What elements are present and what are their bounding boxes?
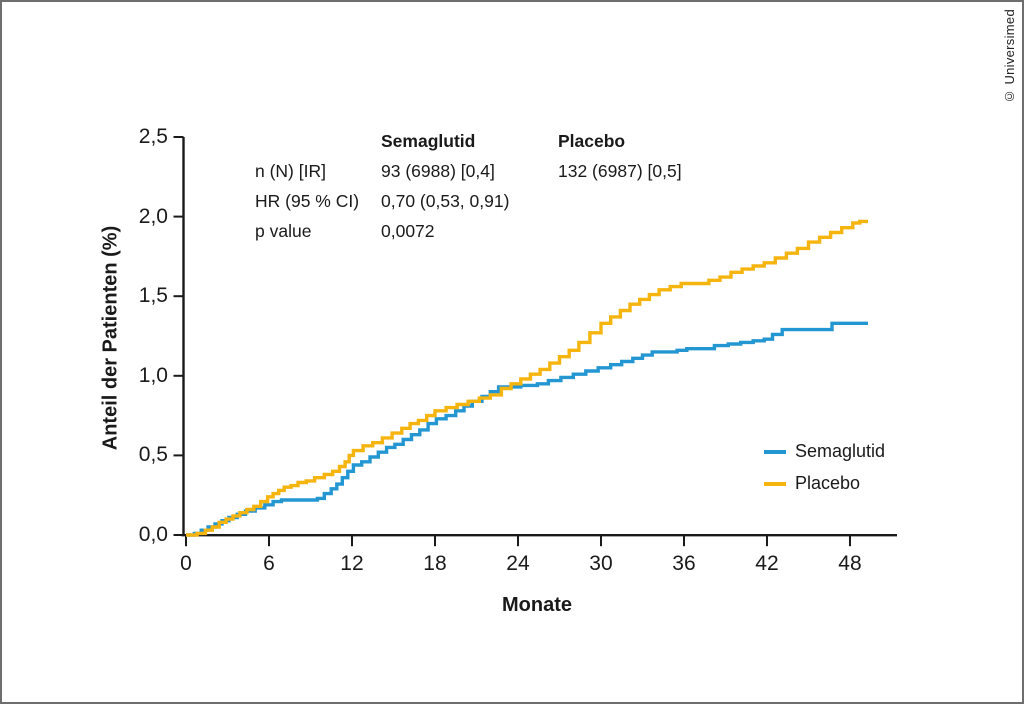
- legend-label-placebo: Placebo: [795, 473, 861, 493]
- stats-cell-empty: [255, 131, 381, 161]
- legend-item-semaglutid: Semaglutid: [764, 441, 885, 462]
- axes-lines: [181, 137, 897, 537]
- stats-value-semaglutid-nir: 93 (6988) [0,4]: [381, 161, 495, 181]
- stats-row-label: n (N) [IR]: [255, 161, 326, 181]
- stats-table: Semaglutid Placebo n (N) [IR] 93 (6988) …: [255, 131, 682, 251]
- x-tick-label: 18: [423, 552, 447, 575]
- x-axis-title: Monate: [502, 594, 572, 616]
- stats-value-placebo-pvalue: [558, 221, 682, 251]
- legend-swatch-semaglutid: [764, 449, 786, 454]
- y-tick-label: 0,0: [138, 523, 168, 546]
- y-axis-title: Anteil der Patienten (%): [99, 225, 122, 451]
- x-tick-label: 30: [589, 552, 613, 575]
- stats-value-placebo-nir: 132 (6987) [0,5]: [558, 161, 682, 181]
- y-tick-label: 2,5: [138, 125, 168, 148]
- series-curve-placebo: [186, 219, 868, 537]
- legend-label-semaglutid: Semaglutid: [795, 441, 886, 461]
- x-tick-label: 12: [340, 552, 364, 575]
- stats-value-hr: 0,70 (0,53, 0,91): [381, 191, 510, 211]
- stats-value-placebo-hr: [558, 191, 682, 221]
- y-tick-label: 1,5: [138, 284, 168, 308]
- y-tick-label: 1,0: [138, 363, 168, 387]
- stats-header-semaglutid: Semaglutid: [381, 131, 476, 151]
- stats-value-pvalue: 0,0072: [381, 221, 435, 241]
- x-tick-label: 36: [672, 552, 696, 575]
- y-tick-label: 2,0: [138, 204, 168, 228]
- x-tick-label: 24: [506, 552, 530, 575]
- legend-swatch-placebo: [764, 481, 786, 486]
- legend-item-placebo: Placebo: [764, 473, 885, 494]
- x-tick-label: 48: [838, 552, 862, 575]
- stats-header-placebo: Placebo: [558, 131, 626, 151]
- x-tick-label: 6: [263, 552, 275, 575]
- x-tick-label: 0: [180, 552, 192, 575]
- stats-row-label: p value: [255, 221, 312, 241]
- y-tick-label: 0,5: [138, 443, 168, 467]
- series-curve-semaglutid: [186, 321, 868, 537]
- x-tick-label: 42: [755, 552, 779, 575]
- stats-row-label: HR (95 % CI): [255, 191, 360, 211]
- chart-legend: Semaglutid Placebo: [764, 441, 885, 494]
